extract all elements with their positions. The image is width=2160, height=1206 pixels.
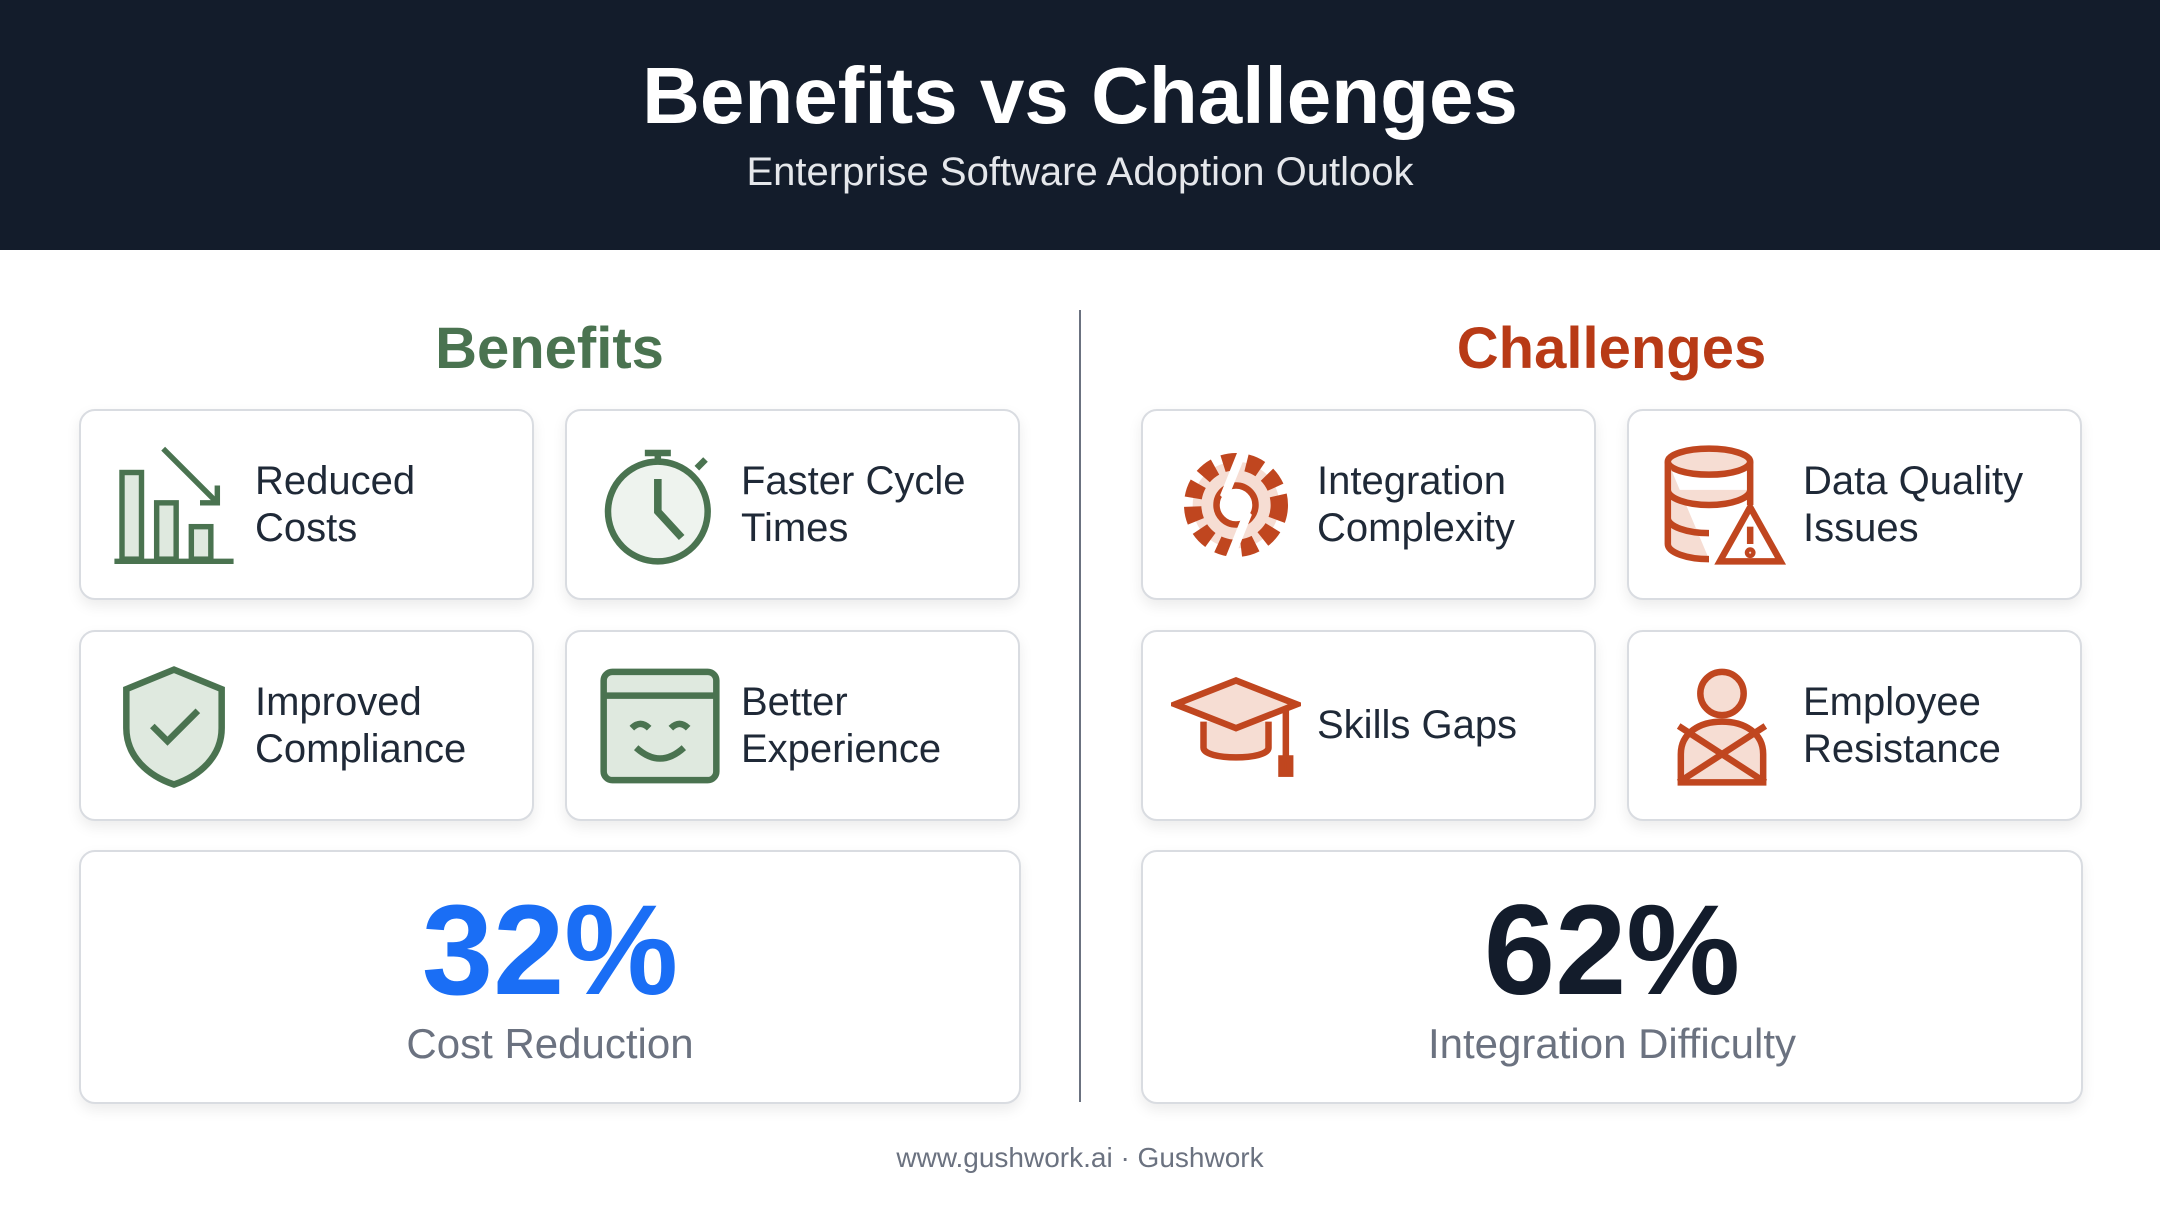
card-label-line: Times (741, 505, 849, 550)
card-label-line: Data Quality (1803, 458, 2024, 503)
stat-card: 62% Integration Difficulty (1141, 850, 2083, 1104)
card-label-line: Faster Cycle (741, 458, 966, 503)
benefits-heading: Benefits (435, 316, 664, 381)
subtitle: Enterprise Software Adoption Outlook (746, 150, 1414, 194)
card-label-line: Integration (1317, 458, 1507, 503)
icon (600, 668, 720, 783)
benefit-card: Better Experience (565, 630, 1020, 821)
title: Benefits vs Challenges (642, 51, 1518, 140)
challenge-card: Employee Resistance (1627, 630, 2082, 821)
stat-value: 62% (1483, 879, 1741, 1022)
icon (1664, 444, 1787, 565)
icon (604, 449, 711, 565)
icon (123, 665, 225, 788)
card-label-line: Skills Gaps (1317, 703, 1518, 747)
card-label-line: Compliance (255, 726, 467, 771)
challenge-card: Integration Complexity (1141, 409, 1596, 600)
stat-value: 32% (421, 879, 679, 1022)
icon (114, 446, 234, 564)
card-label-line: Improved (255, 679, 422, 724)
card-label-line: Reduced (255, 458, 416, 503)
footer: www.gushwork.ai · Gushwork (896, 1142, 1264, 1173)
stat-card: 32% Cost Reduction (79, 850, 1021, 1104)
card-label: Data Quality Issues (1803, 458, 2023, 552)
benefit-card: Reduced Costs (79, 409, 534, 600)
divider (1079, 310, 1081, 1102)
card-label: Skills Gaps (1317, 702, 1517, 749)
card-label: Better Experience (741, 679, 941, 773)
card-label-line: Costs (255, 505, 358, 550)
card-label-line: Resistance (1803, 726, 2001, 771)
card-label-line: Better (741, 679, 848, 724)
card-label-line: Employee (1803, 679, 1981, 724)
icon (1676, 668, 1768, 786)
stat-label: Integration Difficulty (1427, 1020, 1797, 1067)
card-label: Integration Complexity (1317, 458, 1515, 552)
benefit-card: Improved Compliance (79, 630, 534, 821)
card-label: Improved Compliance (255, 679, 466, 773)
challenge-card: Skills Gaps (1141, 630, 1596, 821)
header: Benefits vs Challenges Enterprise Softwa… (0, 0, 2160, 250)
icon (1171, 676, 1301, 777)
challenge-card: Data Quality Issues (1627, 409, 2082, 600)
stat-label: Cost Reduction (406, 1020, 694, 1067)
card-label: Faster Cycle Times (741, 458, 966, 552)
card-label-line: Issues (1803, 505, 1919, 550)
icon (1184, 448, 1288, 561)
card-label-line: Complexity (1317, 505, 1515, 550)
benefit-card: Faster Cycle Times (565, 409, 1020, 600)
card-label-line: Experience (741, 726, 942, 771)
card-label: Reduced Costs (255, 458, 415, 552)
challenges-heading: Challenges (1456, 316, 1767, 381)
card-label: Employee Resistance (1803, 679, 2001, 773)
